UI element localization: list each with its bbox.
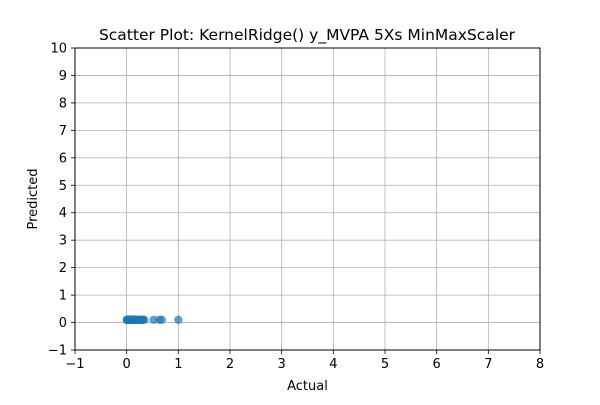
x-tick-label: −1 (65, 357, 84, 372)
x-tick-label: 1 (174, 357, 182, 372)
y-tick-label: 4 (59, 206, 67, 221)
x-tick-label: 2 (226, 357, 234, 372)
x-tick-label: 7 (484, 357, 492, 372)
y-axis-ticks: −1 0 1 2 3 4 5 6 7 8 9 10 (48, 42, 75, 359)
y-tick-label: 1 (59, 289, 67, 304)
y-tick-label: −1 (48, 344, 67, 359)
chart-title: Scatter Plot: KernelRidge() y_MVPA 5Xs M… (99, 26, 516, 45)
data-points (122, 315, 183, 325)
x-tick-label: 4 (329, 357, 337, 372)
scatter-point (157, 315, 166, 324)
x-tick-label: 5 (381, 357, 389, 372)
x-axis-ticks: −1 0 1 2 3 4 5 6 7 8 (65, 350, 544, 372)
x-tick-label: 0 (123, 357, 131, 372)
y-axis-label: Predicted (26, 168, 41, 229)
scatter-point (140, 315, 149, 324)
y-tick-label: 0 (59, 316, 67, 331)
x-tick-label: 6 (433, 357, 441, 372)
x-axis-label: Actual (287, 379, 328, 394)
y-tick-label: 7 (59, 124, 67, 139)
y-tick-label: 5 (59, 179, 67, 194)
y-tick-label: 10 (50, 42, 67, 57)
y-tick-label: 2 (59, 261, 67, 276)
y-tick-label: 8 (59, 96, 67, 111)
y-tick-label: 6 (59, 151, 67, 166)
y-tick-label: 9 (59, 69, 67, 84)
x-tick-label: 3 (278, 357, 286, 372)
x-tick-label: 8 (536, 357, 544, 372)
y-tick-label: 3 (59, 234, 67, 249)
plot-frame (74, 47, 541, 351)
scatter-point (174, 315, 183, 324)
